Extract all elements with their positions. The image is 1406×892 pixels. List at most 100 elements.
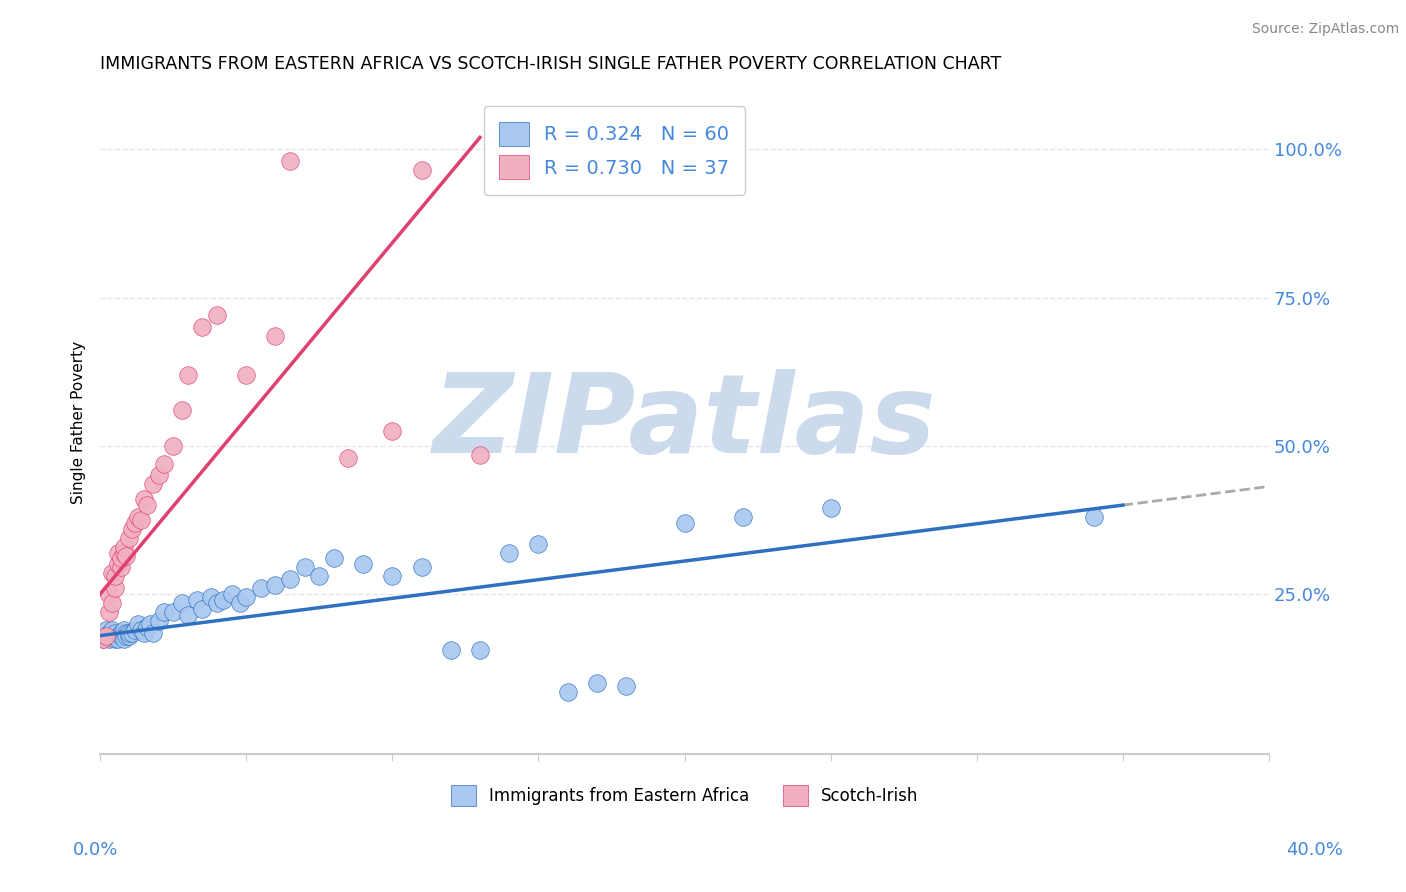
Point (127, 616, 149, 631)
Text: 40.0%: 40.0% (1286, 840, 1343, 858)
Point (191, 320, 214, 334)
Point (94, 623, 117, 637)
Point (115, 629, 138, 643)
Point (110, 560, 132, 574)
Point (221, 587, 243, 601)
Point (229, 596, 252, 610)
Point (200, 590, 222, 604)
Point (94, 629, 117, 643)
Text: IMMIGRANTS FROM EASTERN AFRICA VS SCOTCH-IRISH SINGLE FATHER POVERTY CORRELATION: IMMIGRANTS FROM EASTERN AFRICA VS SCOTCH… (100, 55, 1001, 73)
Point (235, 368, 257, 382)
Point (1083, 510, 1105, 524)
Point (115, 549, 138, 563)
Point (135, 620, 157, 634)
Y-axis label: Single Father Poverty: Single Father Poverty (72, 341, 86, 504)
Point (162, 605, 184, 619)
Point (153, 605, 176, 619)
Point (162, 439, 184, 453)
Point (186, 593, 208, 607)
Point (177, 368, 200, 382)
Point (112, 545, 135, 559)
Point (322, 551, 344, 566)
Point (110, 625, 132, 640)
Point (107, 545, 129, 559)
Point (101, 596, 124, 610)
Point (264, 329, 287, 343)
Point (107, 558, 129, 572)
Point (127, 510, 149, 524)
Point (527, 536, 550, 550)
Point (112, 623, 135, 637)
Point (308, 569, 330, 583)
Point (97, 625, 120, 640)
Point (129, 513, 152, 527)
Point (112, 632, 135, 646)
Point (557, 685, 579, 699)
Point (132, 492, 155, 507)
Point (212, 593, 235, 607)
Point (101, 623, 124, 637)
Point (498, 545, 520, 559)
Point (97, 632, 120, 646)
Point (191, 602, 214, 616)
Text: Source: ZipAtlas.com: Source: ZipAtlas.com (1251, 22, 1399, 37)
Point (107, 632, 129, 646)
Point (124, 516, 146, 530)
Point (153, 457, 176, 471)
Point (115, 625, 138, 640)
Point (294, 560, 316, 574)
Point (673, 516, 696, 530)
Legend: Immigrants from Eastern Africa, Scotch-Irish: Immigrants from Eastern Africa, Scotch-I… (444, 779, 925, 813)
Point (731, 510, 754, 524)
Point (118, 531, 141, 545)
Point (129, 623, 152, 637)
Point (205, 596, 228, 610)
Text: 0.0%: 0.0% (73, 840, 118, 858)
Point (440, 643, 463, 657)
Point (250, 581, 273, 595)
Point (101, 629, 124, 643)
Point (101, 566, 124, 581)
Point (148, 468, 170, 483)
Point (205, 309, 228, 323)
Point (107, 629, 129, 643)
Point (112, 540, 135, 554)
Point (94, 629, 117, 643)
Point (110, 551, 132, 566)
Point (148, 614, 170, 628)
Point (135, 498, 157, 512)
Point (381, 424, 404, 438)
Point (118, 625, 141, 640)
Point (139, 616, 162, 631)
Point (121, 625, 143, 640)
Point (278, 572, 301, 586)
Point (121, 522, 143, 536)
Point (614, 679, 637, 693)
Point (91, 632, 114, 646)
Point (142, 477, 165, 491)
Point (124, 623, 146, 637)
Point (177, 607, 200, 622)
Point (170, 596, 193, 610)
Point (118, 629, 141, 643)
Point (97, 605, 120, 619)
Point (352, 558, 374, 572)
Point (132, 625, 155, 640)
Point (586, 676, 609, 690)
Point (337, 450, 360, 465)
Point (411, 560, 433, 574)
Point (468, 643, 491, 657)
Point (468, 448, 491, 462)
Point (110, 629, 132, 643)
Point (264, 578, 287, 592)
Point (278, 154, 301, 169)
Point (142, 625, 165, 640)
Point (104, 569, 127, 583)
Point (104, 625, 127, 640)
Point (91, 632, 114, 646)
Point (411, 163, 433, 178)
Point (235, 590, 257, 604)
Point (820, 501, 842, 516)
Point (170, 403, 193, 417)
Text: ZIPatlas: ZIPatlas (433, 368, 936, 475)
